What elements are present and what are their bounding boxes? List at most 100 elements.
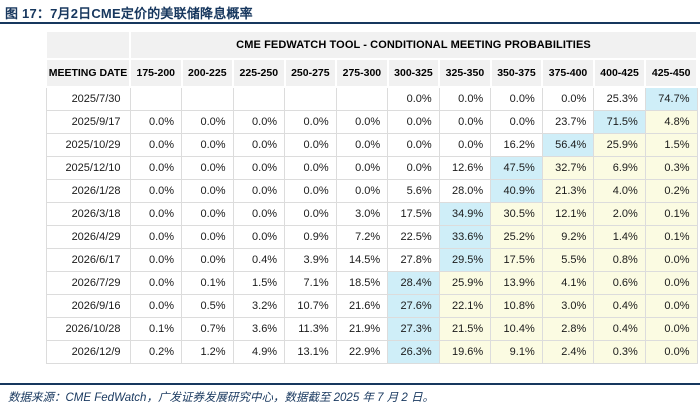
table-row: 2026/4/29 0.0% 0.0% 0.0% 0.9% 7.2% 22.5% 33.6% 2… xyxy=(45,225,698,249)
probability-cell: 0.0% xyxy=(644,271,698,295)
meeting-date-cell: 2026/10/28 xyxy=(45,317,131,341)
probability-cell: 34.9% xyxy=(438,202,492,226)
probability-cell: 14.5% xyxy=(335,248,389,272)
probability-cell: 56.4% xyxy=(541,133,595,157)
table-row: 2026/12/9 0.2% 1.2% 4.9% 13.1% 22.9% 26.3% 19.6… xyxy=(45,340,698,364)
probability-cell xyxy=(284,86,337,111)
probability-cell: 0.0% xyxy=(129,110,183,134)
probability-cell: 3.2% xyxy=(232,294,286,318)
probability-cell: 25.2% xyxy=(490,225,543,249)
probability-cell: 25.3% xyxy=(593,86,646,111)
table-header: CME FEDWATCH TOOL - CONDITIONAL MEETING … xyxy=(45,30,698,88)
probability-cell xyxy=(232,86,286,111)
table-row: 2025/7/30 0.0% 0.0% 0.0% 0.0% 25.3% 74.7% xyxy=(45,86,698,111)
footer-divider xyxy=(0,383,700,385)
probability-cell: 12.1% xyxy=(541,202,595,226)
meeting-date-cell: 2026/9/16 xyxy=(45,294,131,318)
meeting-date-cell: 2026/4/29 xyxy=(45,225,131,249)
probability-cell: 27.8% xyxy=(387,248,440,272)
probability-cell: 0.8% xyxy=(593,248,646,272)
corner-cell xyxy=(45,30,131,60)
meeting-date-cell: 2025/9/17 xyxy=(45,110,131,134)
probability-cell: 7.2% xyxy=(335,225,389,249)
probability-cell: 21.5% xyxy=(438,317,492,341)
rate-bin-header: 400-425 xyxy=(592,58,647,88)
probability-cell: 10.7% xyxy=(284,294,337,318)
probability-cell: 4.1% xyxy=(541,271,595,295)
probability-cell: 12.6% xyxy=(438,156,492,180)
probability-cell: 25.9% xyxy=(438,271,492,295)
column-header-row: MEETING DATE 175-200 200-225 225-250 250-27… xyxy=(45,58,698,88)
probability-cell: 4.8% xyxy=(644,110,698,134)
meeting-date-cell: 2025/7/30 xyxy=(45,86,131,111)
probability-cell: 0.0% xyxy=(284,202,337,226)
probability-cell: 5.6% xyxy=(387,179,440,203)
rate-bin-header: 350-375 xyxy=(489,58,544,88)
probability-cell: 0.0% xyxy=(129,202,183,226)
table-row: 2026/9/16 0.0% 0.5% 3.2% 10.7% 21.6% 27.6% 22.1… xyxy=(45,294,698,318)
probability-table-body: 2025/7/30 0.0% 0.0% 0.0% 0.0% 25.3% 74.7% 2025/… xyxy=(45,86,698,364)
table-row: 2026/1/28 0.0% 0.0% 0.0% 0.0% 0.0% 5.6% 28.0% 40… xyxy=(45,179,698,203)
probability-cell: 4.9% xyxy=(232,340,286,364)
table-row: 2026/10/28 0.1% 0.7% 3.6% 11.3% 21.9% 27.3% 21.… xyxy=(45,317,698,341)
probability-cell: 2.8% xyxy=(541,317,595,341)
probability-cell: 0.0% xyxy=(284,179,337,203)
probability-cell: 0.0% xyxy=(387,133,440,157)
probability-cell: 16.2% xyxy=(490,133,543,157)
probability-cell: 0.0% xyxy=(335,179,389,203)
table-title-row: CME FEDWATCH TOOL - CONDITIONAL MEETING … xyxy=(45,30,698,60)
probability-cell: 0.6% xyxy=(593,271,646,295)
probability-cell: 0.3% xyxy=(644,156,698,180)
rate-bin-header: 225-250 xyxy=(232,58,286,88)
probability-cell: 47.5% xyxy=(490,156,543,180)
probability-cell: 0.0% xyxy=(284,133,337,157)
probability-cell: 0.0% xyxy=(232,202,286,226)
probability-cell: 0.0% xyxy=(644,248,698,272)
probability-cell: 0.1% xyxy=(644,225,698,249)
probability-cell: 3.0% xyxy=(541,294,595,318)
rate-bin-header: 200-225 xyxy=(180,58,235,88)
probability-cell: 0.2% xyxy=(644,179,698,203)
probability-cell: 1.5% xyxy=(644,133,698,157)
probability-cell: 0.0% xyxy=(644,317,698,341)
probability-cell: 0.0% xyxy=(490,86,543,111)
probability-cell: 0.0% xyxy=(387,156,440,180)
probability-cell: 0.0% xyxy=(438,86,492,111)
probability-cell: 19.6% xyxy=(438,340,492,364)
meeting-date-cell: 2025/10/29 xyxy=(45,133,131,157)
probability-cell: 0.0% xyxy=(541,86,595,111)
probability-cell: 0.0% xyxy=(232,225,286,249)
data-source-note: 数据来源：CME FedWatch，广发证券发展研究中心，数据截至 2025 年… xyxy=(8,392,434,404)
probability-cell: 0.0% xyxy=(284,110,337,134)
probability-cell: 0.0% xyxy=(181,202,234,226)
probability-cell: 0.0% xyxy=(438,133,492,157)
probability-cell: 1.2% xyxy=(181,340,234,364)
probability-cell: 0.0% xyxy=(335,133,389,157)
probability-cell: 0.0% xyxy=(129,248,183,272)
probability-cell: 22.5% xyxy=(387,225,440,249)
probability-cell: 22.1% xyxy=(438,294,492,318)
probability-cell: 0.0% xyxy=(232,156,286,180)
probability-cell: 10.4% xyxy=(490,317,543,341)
probability-cell: 0.0% xyxy=(129,156,183,180)
probability-cell: 3.6% xyxy=(232,317,286,341)
rate-bin-header: 375-400 xyxy=(541,58,595,88)
probability-cell: 0.0% xyxy=(181,179,234,203)
probability-cell: 33.6% xyxy=(438,225,492,249)
probability-cell: 0.0% xyxy=(181,248,234,272)
probability-cell: 0.0% xyxy=(335,110,389,134)
probability-cell xyxy=(129,86,183,111)
probability-cell: 22.9% xyxy=(335,340,389,364)
probability-cell: 3.0% xyxy=(335,202,389,226)
probability-cell: 2.0% xyxy=(593,202,646,226)
probability-cell: 0.5% xyxy=(181,294,234,318)
meeting-date-cell: 2026/3/18 xyxy=(45,202,131,226)
probability-cell: 0.0% xyxy=(129,225,183,249)
probability-cell: 1.5% xyxy=(232,271,286,295)
probability-cell: 21.3% xyxy=(541,179,595,203)
probability-cell: 6.9% xyxy=(593,156,646,180)
probability-cell: 18.5% xyxy=(335,271,389,295)
probability-cell: 0.0% xyxy=(129,133,183,157)
table-row: 2025/9/17 0.0% 0.0% 0.0% 0.0% 0.0% 0.0% 0.0% 0.0… xyxy=(45,110,698,134)
